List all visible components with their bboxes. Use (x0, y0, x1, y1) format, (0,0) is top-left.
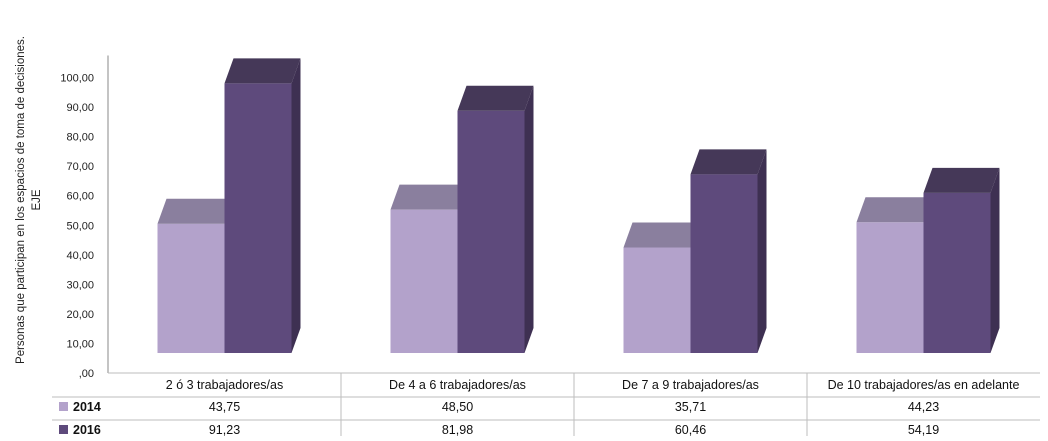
bar (457, 85, 534, 354)
bar-top (224, 58, 301, 84)
bar-front (224, 83, 292, 354)
bar-side (990, 167, 1000, 353)
y-tick-label: 90,00 (66, 102, 94, 114)
bar (623, 222, 700, 353)
bar (157, 198, 234, 353)
y-tick-label: 80,00 (66, 132, 94, 144)
data-value-label: 48,50 (442, 400, 473, 414)
y-tick-label: 30,00 (66, 279, 94, 291)
data-table: 2 ó 3 trabajadores/as De 4 a 6 trabajador… (52, 372, 1040, 437)
x-category-label: De 4 a 6 trabajadores/as (389, 378, 526, 392)
y-tick-label: 100,00 (60, 73, 94, 85)
bar (690, 149, 767, 353)
bars (157, 58, 1000, 354)
bar-front (390, 209, 458, 353)
data-value-label: 81,98 (442, 423, 473, 436)
y-axis-title-line1: Personas que participan en los espacios … (15, 36, 27, 364)
bar-top (623, 222, 700, 248)
y-tick-labels: ,00 10,00 20,00 30,00 40,00 50,00 60,00 70,00 80… (60, 73, 94, 381)
bar (856, 197, 933, 353)
data-value-label: 44,23 (908, 400, 939, 414)
data-value-label: 35,71 (675, 400, 706, 414)
y-tick-label: 70,00 (66, 161, 94, 173)
data-value-label: 91,23 (209, 423, 240, 436)
legend-swatch (59, 402, 68, 411)
legend-label: 2014 (73, 400, 101, 414)
y-tick-label: 60,00 (66, 191, 94, 203)
bar (224, 58, 301, 354)
y-tick-label: 50,00 (66, 220, 94, 232)
y-tick-label: ,00 (79, 368, 94, 380)
bar-top (390, 184, 467, 210)
data-value-label: 54,19 (908, 423, 939, 436)
y-tick-label: 20,00 (66, 309, 94, 321)
bar-front (690, 174, 758, 353)
bar-front (457, 110, 525, 353)
legend-swatch (59, 425, 68, 434)
legend-label: 2016 (73, 423, 101, 436)
bar-top (157, 198, 234, 224)
y-tick-label: 10,00 (66, 338, 94, 350)
bar-side (524, 85, 534, 354)
bar-front (623, 247, 691, 353)
data-value-label: 60,46 (675, 423, 706, 436)
data-value-label: 43,75 (209, 400, 240, 414)
bar-side (757, 149, 767, 353)
bar-side (291, 58, 301, 354)
y-tick-label: 40,00 (66, 250, 94, 262)
bar-top (923, 167, 1000, 193)
x-category-label: 2 ó 3 trabajadores/as (166, 378, 283, 392)
bar-top (690, 149, 767, 175)
bar-top (457, 85, 534, 111)
bar-front (856, 222, 924, 353)
bar (390, 184, 467, 353)
bar-front (157, 223, 225, 353)
x-category-label: De 10 trabajadores/as en adelante (828, 378, 1020, 392)
bar-front (923, 192, 991, 353)
bar-top (856, 197, 933, 223)
x-category-label: De 7 a 9 trabajadores/as (622, 378, 759, 392)
bar (923, 167, 1000, 353)
y-axis-title: Personas que participan en los espacios … (15, 36, 43, 364)
y-axis-title-line2: EJE (31, 189, 43, 210)
